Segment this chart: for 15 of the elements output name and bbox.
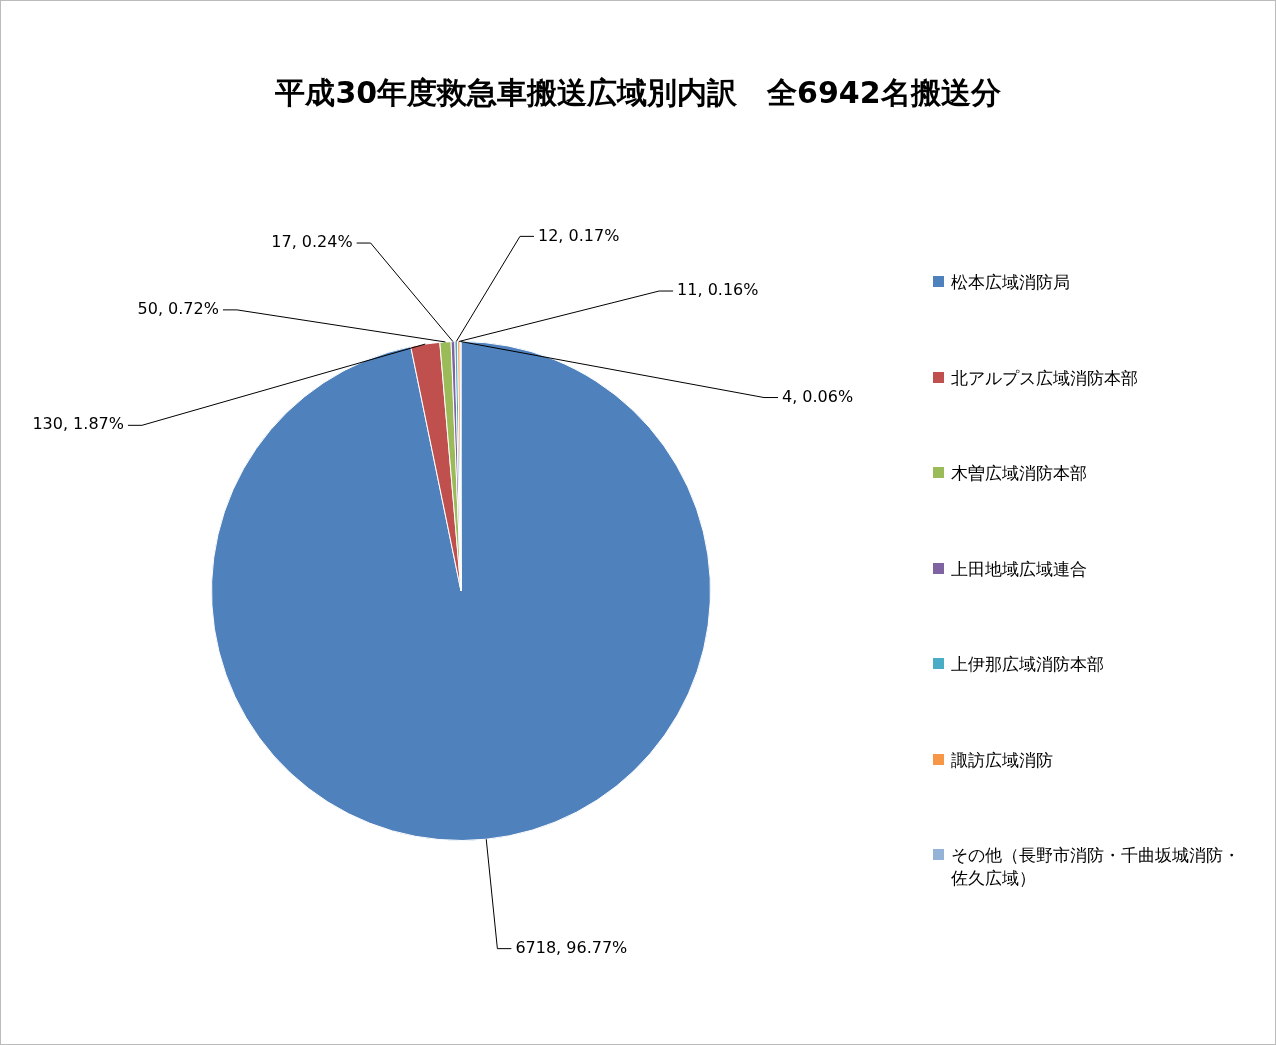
data-label: 12, 0.17% [537, 225, 620, 245]
data-label: 11, 0.16% [677, 280, 759, 300]
legend-label: 松本広域消防局 [951, 271, 1070, 294]
legend-label: 北アルプス広域消防本部 [951, 366, 1138, 390]
legend-label: 上田地域広域連合 [951, 557, 1087, 581]
data-label: 130, 1.87% [32, 414, 124, 434]
chart-title: 平成30年度救急車搬送広域別内訳 全6942名搬送分 [274, 74, 1002, 112]
legend-label: その他（長野市消防・千曲坂城消防・佐久広域） [951, 844, 1241, 890]
legend-label: 木曽広域消防本部 [951, 462, 1087, 485]
data-label: 6718, 96.77% [515, 937, 628, 957]
legend-label: 諏訪広域消防 [951, 748, 1053, 772]
legend-label: 上伊那広域消防本部 [951, 653, 1104, 676]
data-label: 4, 0.06% [782, 386, 854, 406]
data-label: 50, 0.72% [137, 299, 219, 319]
data-label: 17, 0.24% [271, 232, 353, 252]
